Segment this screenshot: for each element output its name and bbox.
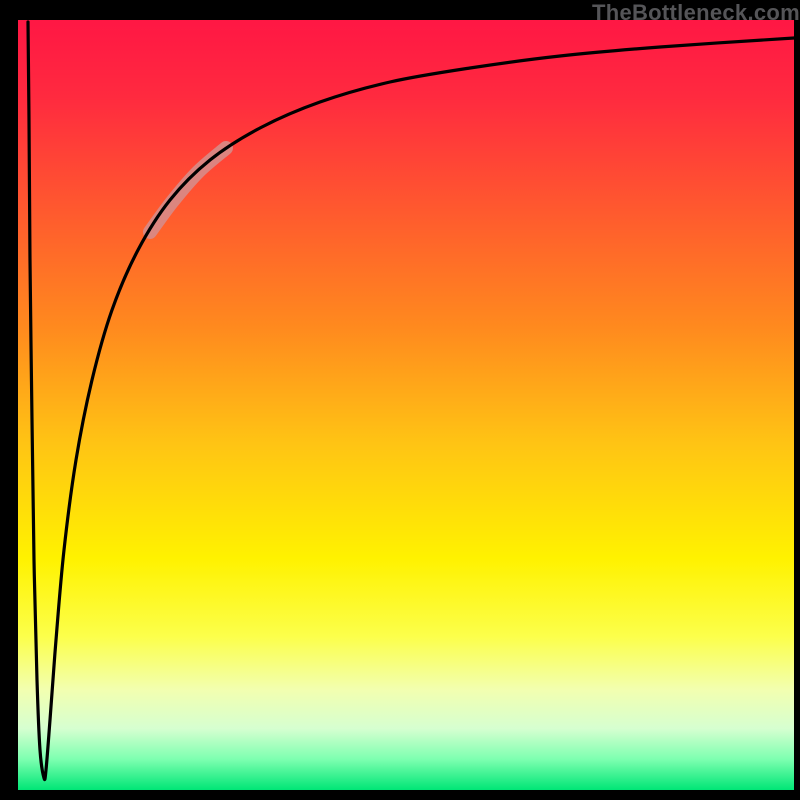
chart-container: TheBottleneck.com <box>0 0 800 800</box>
plot-area-background <box>18 20 794 790</box>
watermark-text: TheBottleneck.com <box>592 0 800 26</box>
bottleneck-chart <box>0 0 800 800</box>
